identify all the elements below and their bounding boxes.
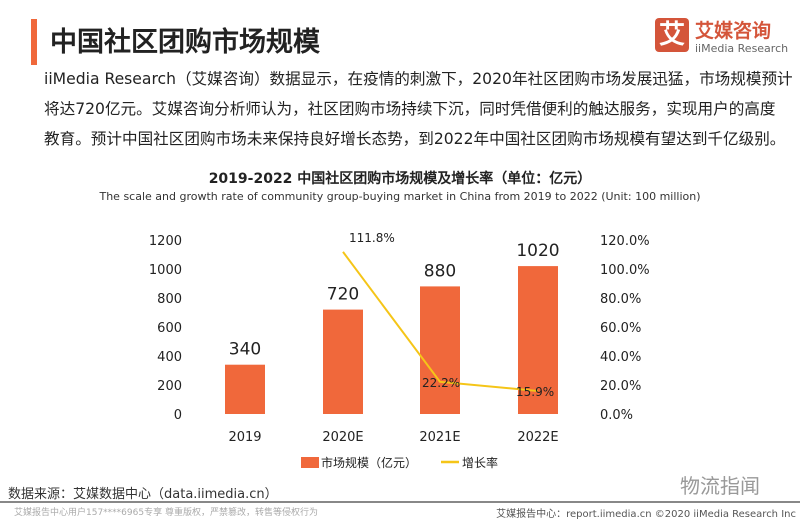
y-right-tick-label: 60.0% [600,321,641,336]
y-right-tick-label: 100.0% [600,263,650,278]
y-left-tick-label: 1000 [149,263,182,278]
paragraph-line: 教育。预计中国社区团购市场未来保持良好增长态势，到2022年中国社区团购市场规模… [44,130,786,148]
title-accent-bar [31,19,37,65]
y-left-tick-label: 800 [157,292,182,307]
legend-label: 增长率 [462,455,498,470]
y-right-tick-label: 80.0% [600,292,641,307]
x-tick-label: 2021E [419,430,460,445]
y-right-tick-label: 40.0% [600,350,641,365]
line-data-label: 22.2% [422,376,460,390]
bar-data-label: 340 [229,340,261,360]
y-left-tick-label: 0 [174,408,182,423]
line-data-label: 111.8% [349,231,395,245]
line-data-label: 15.9% [516,385,554,399]
logo-cn: 艾媒咨询 [695,20,772,42]
y-left-tick-label: 600 [157,321,182,336]
bar-market-size [225,364,265,414]
bar-data-label: 880 [424,261,456,281]
bar-data-label: 720 [327,285,359,305]
bar-market-size [420,286,460,414]
paragraph-line: 将达720亿元。艾媒咨询分析师认为，社区团购市场持续下沉，同时凭借便利的触达服务… [44,100,776,118]
y-left-tick-label: 400 [157,350,182,365]
logo-en: iiMedia Research [695,42,789,55]
legend-label: 市场规模（亿元） [321,455,417,470]
y-left-tick-label: 1200 [149,234,182,249]
footer-divider [0,501,800,503]
y-left-tick-label: 200 [157,379,182,394]
page-title: 中国社区团购市场规模 [50,27,320,58]
growth-rate-line [342,251,539,392]
x-tick-label: 2020E [322,430,363,445]
iimedia-logo: 艾 艾媒咨询 iiMedia Research [655,16,800,60]
paragraph-line: iiMedia Research（艾媒咨询）数据显示，在疫情的刺激下，2020年… [44,70,793,88]
footer-copyright-notice: 艾媒报告中心用户157****6965专享 尊重版权，严禁篡改，转售等侵权行为 [14,508,318,518]
bar-market-size [323,309,363,414]
watermark: 物流指闻 [680,474,760,498]
data-source: 数据来源：艾媒数据中心（data.iimedia.cn） [8,487,278,502]
x-tick-label: 2022E [517,430,558,445]
chart-subtitle: The scale and growth rate of community g… [99,190,701,203]
chart-title: 2019-2022 中国社区团购市场规模及增长率（单位：亿元） [208,171,592,187]
y-right-tick-label: 20.0% [600,379,641,394]
y-right-tick-label: 0.0% [600,408,633,423]
x-tick-label: 2019 [228,430,261,445]
bar-data-label: 1020 [516,241,559,261]
y-right-tick-label: 120.0% [600,234,650,249]
legend-bar-swatch [301,457,319,468]
footer-report-link[interactable]: 艾媒报告中心：report.iimedia.cn ©2020 iiMedia R… [496,509,796,519]
logo-mark-icon: 艾 [655,18,689,52]
